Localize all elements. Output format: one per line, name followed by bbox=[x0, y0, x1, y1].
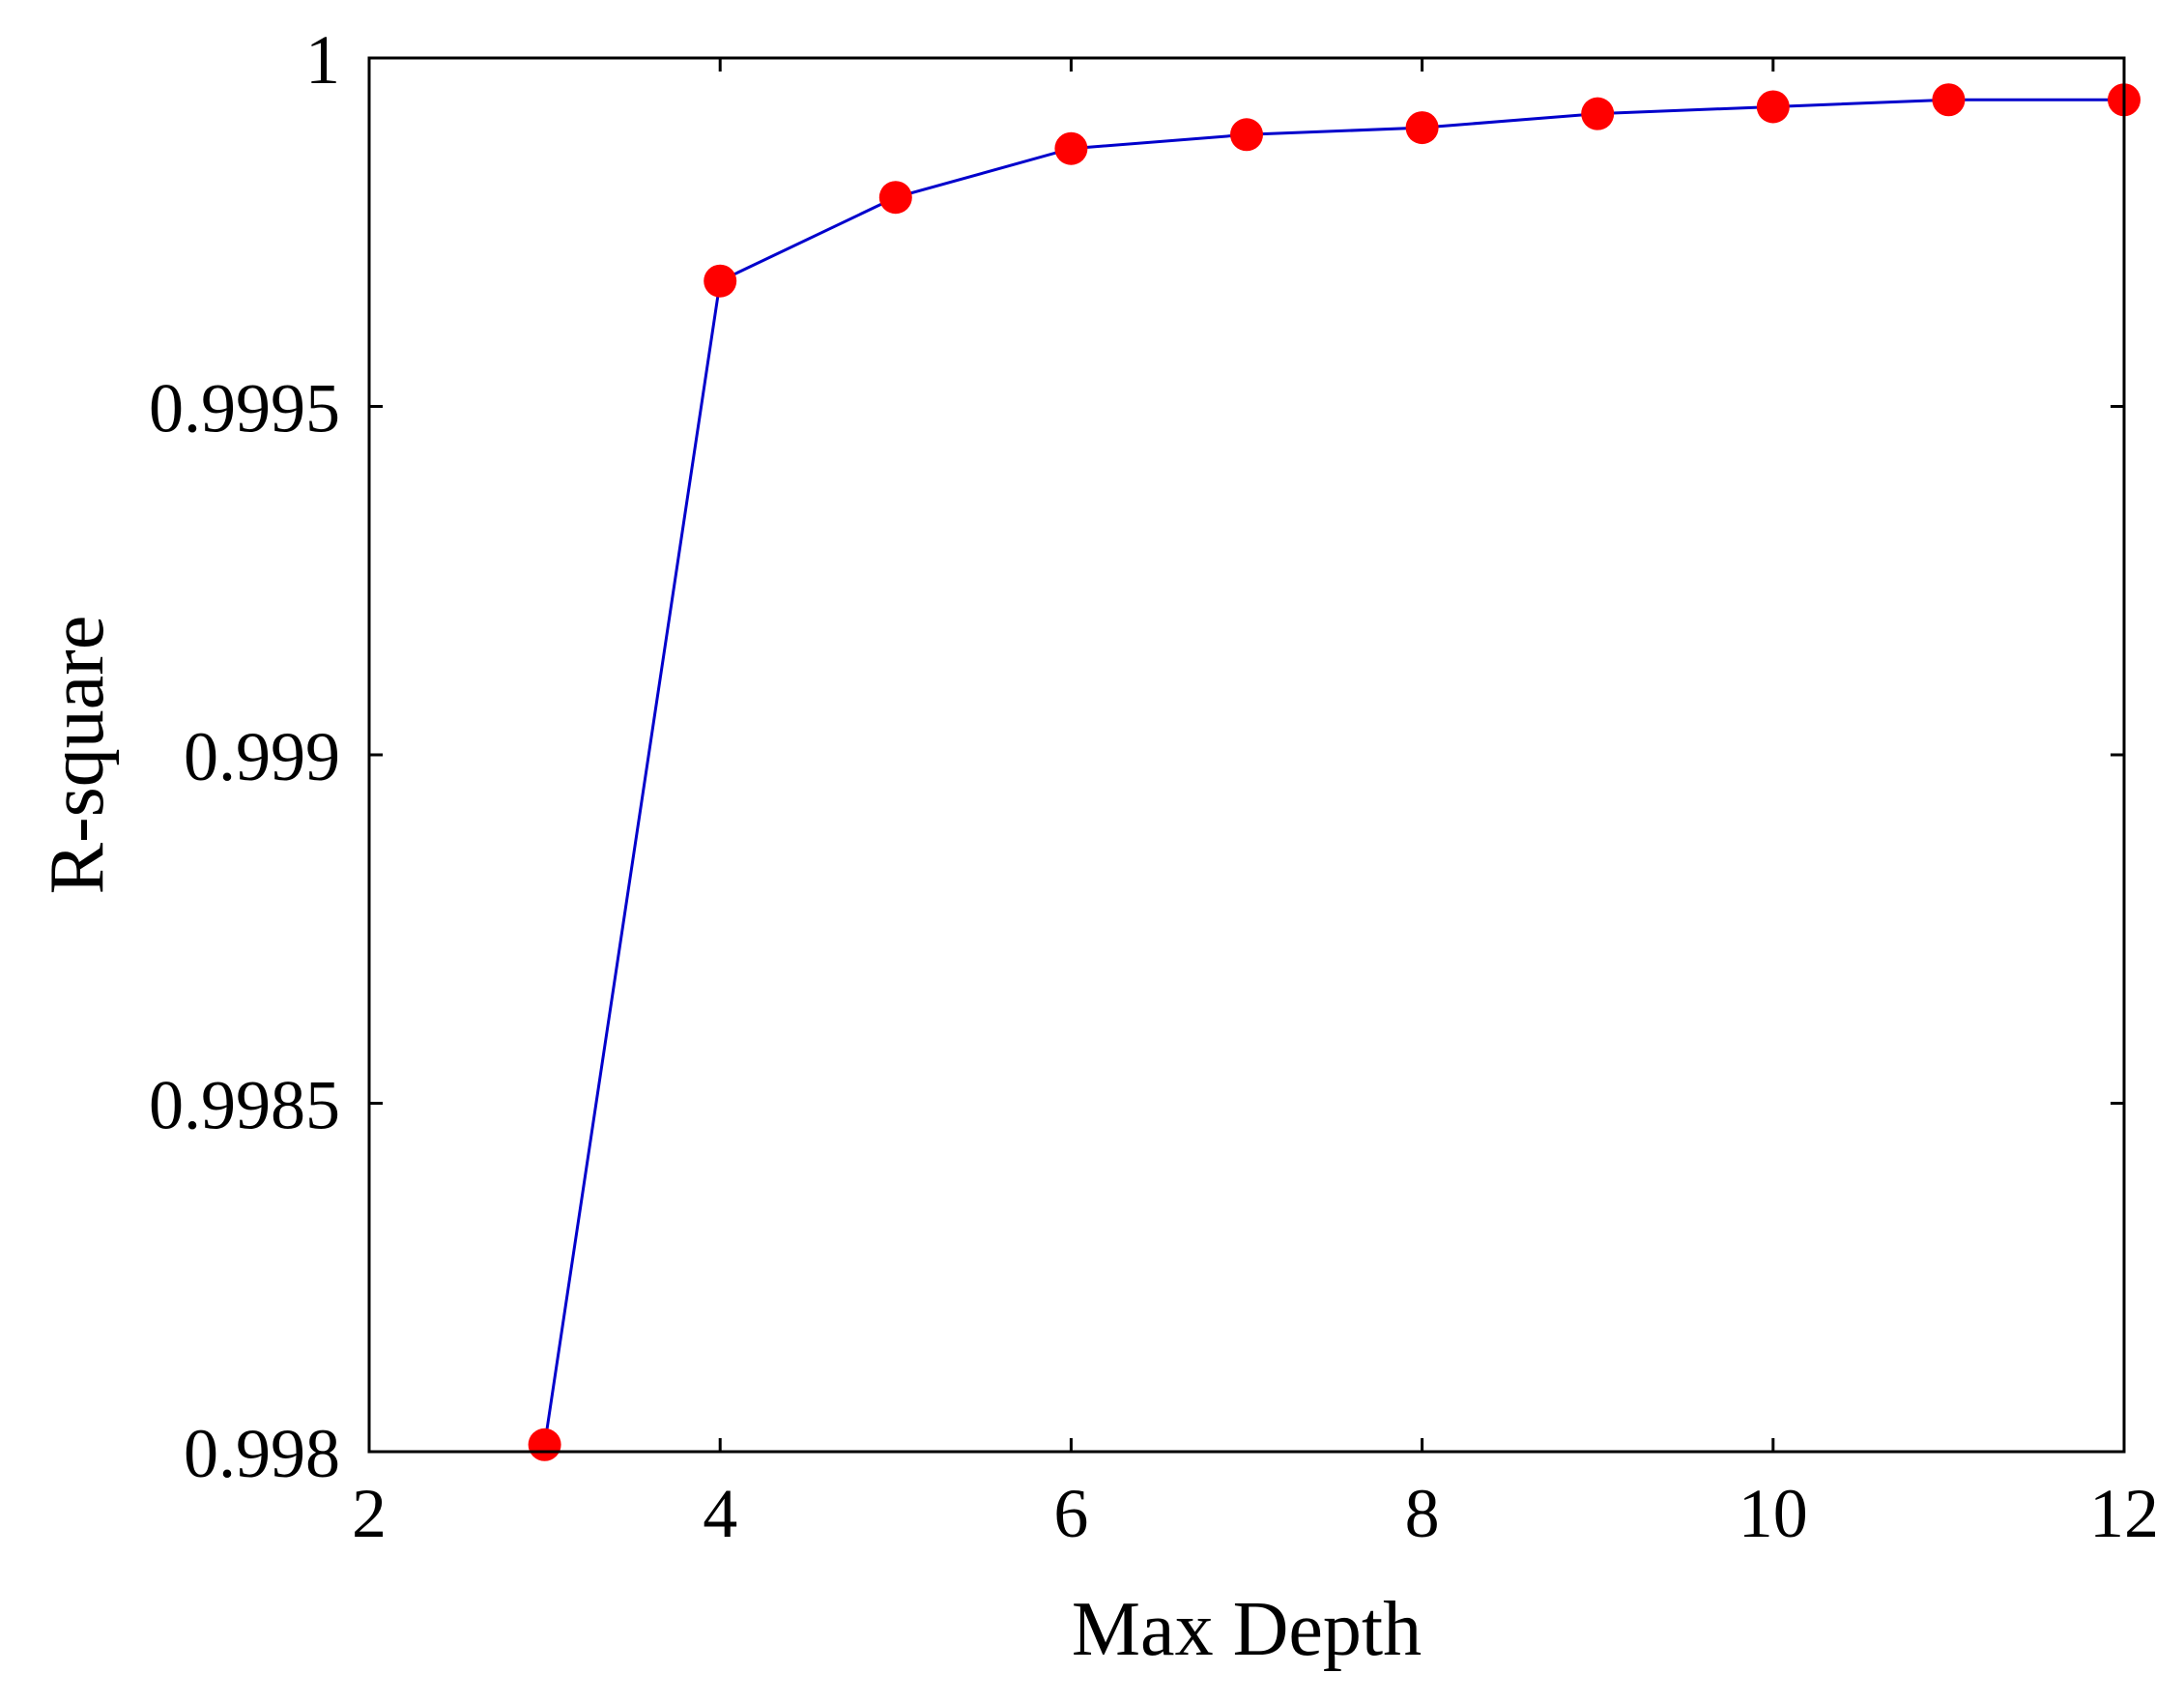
data-point bbox=[1756, 90, 1790, 124]
y-tick-label: 0.9985 bbox=[149, 1067, 340, 1144]
x-tick-label: 6 bbox=[1053, 1475, 1088, 1552]
data-point bbox=[1932, 83, 1966, 117]
data-point bbox=[878, 181, 912, 215]
data-point bbox=[528, 1428, 561, 1461]
y-tick-label: 0.998 bbox=[184, 1415, 340, 1492]
series-group bbox=[528, 83, 2141, 1461]
data-point bbox=[1230, 118, 1263, 152]
data-point bbox=[704, 264, 737, 298]
data-point bbox=[1405, 111, 1439, 145]
data-point bbox=[1054, 131, 1088, 165]
plot-frame bbox=[367, 56, 2126, 1454]
x-tick-label: 12 bbox=[2089, 1475, 2159, 1552]
y-tick-label: 1 bbox=[305, 21, 340, 99]
y-tick-labels: 0.998 0.9985 0.999 0.9995 1 bbox=[149, 21, 340, 1492]
x-axis-label: Max Depth bbox=[1072, 1587, 1422, 1672]
x-tick-label: 4 bbox=[703, 1475, 737, 1552]
series-line bbox=[543, 98, 2124, 1446]
y-tick-label: 0.9995 bbox=[149, 370, 340, 447]
data-point bbox=[1581, 97, 1615, 130]
x-tick-label: 2 bbox=[352, 1475, 387, 1552]
y-tick-label: 0.999 bbox=[184, 718, 340, 795]
x-tick-label: 8 bbox=[1405, 1475, 1440, 1552]
y-axis-label: R-square bbox=[35, 616, 120, 895]
x-tick-labels: 2 4 6 8 10 12 bbox=[352, 1475, 2159, 1552]
x-tick-label: 10 bbox=[1739, 1475, 1808, 1552]
